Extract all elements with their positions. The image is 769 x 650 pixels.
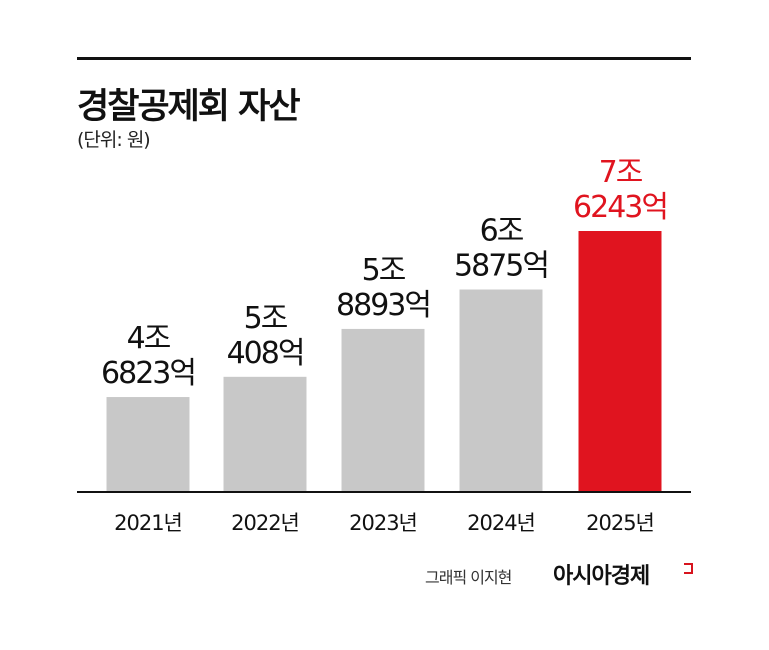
data-label: 8893억 bbox=[336, 288, 430, 323]
x-tick-label: 2021년 bbox=[114, 511, 182, 535]
bar-2025년 bbox=[578, 231, 662, 492]
data-label: 6823억 bbox=[101, 356, 195, 391]
chart-title: 경찰공제회 자산 bbox=[77, 87, 301, 127]
brand-mark-icon bbox=[684, 563, 693, 574]
data-label: 7조 bbox=[599, 155, 643, 190]
bar-2023년 bbox=[341, 328, 425, 492]
data-label: 5조 bbox=[362, 253, 406, 288]
data-label: 408억 bbox=[227, 336, 304, 371]
bar-2024년 bbox=[459, 289, 543, 492]
unit-note: (단위: 원) bbox=[77, 129, 151, 151]
data-label: 5875억 bbox=[454, 249, 548, 284]
x-tick-label: 2024년 bbox=[467, 511, 535, 535]
x-tick-label: 2025년 bbox=[586, 511, 654, 535]
top-rule bbox=[77, 57, 691, 60]
data-label: 6조 bbox=[480, 214, 524, 249]
bar-2022년 bbox=[223, 376, 307, 492]
brand-logo: 아시아경제 bbox=[553, 564, 650, 589]
x-tick-label: 2023년 bbox=[349, 511, 417, 535]
data-label: 4조 bbox=[127, 321, 171, 356]
x-tick-label: 2022년 bbox=[231, 511, 299, 535]
data-label: 6243억 bbox=[573, 190, 667, 225]
graphic-credit: 그래픽 이지현 bbox=[425, 568, 512, 587]
data-label: 5조 bbox=[244, 301, 288, 336]
bar-2021년 bbox=[106, 397, 190, 492]
